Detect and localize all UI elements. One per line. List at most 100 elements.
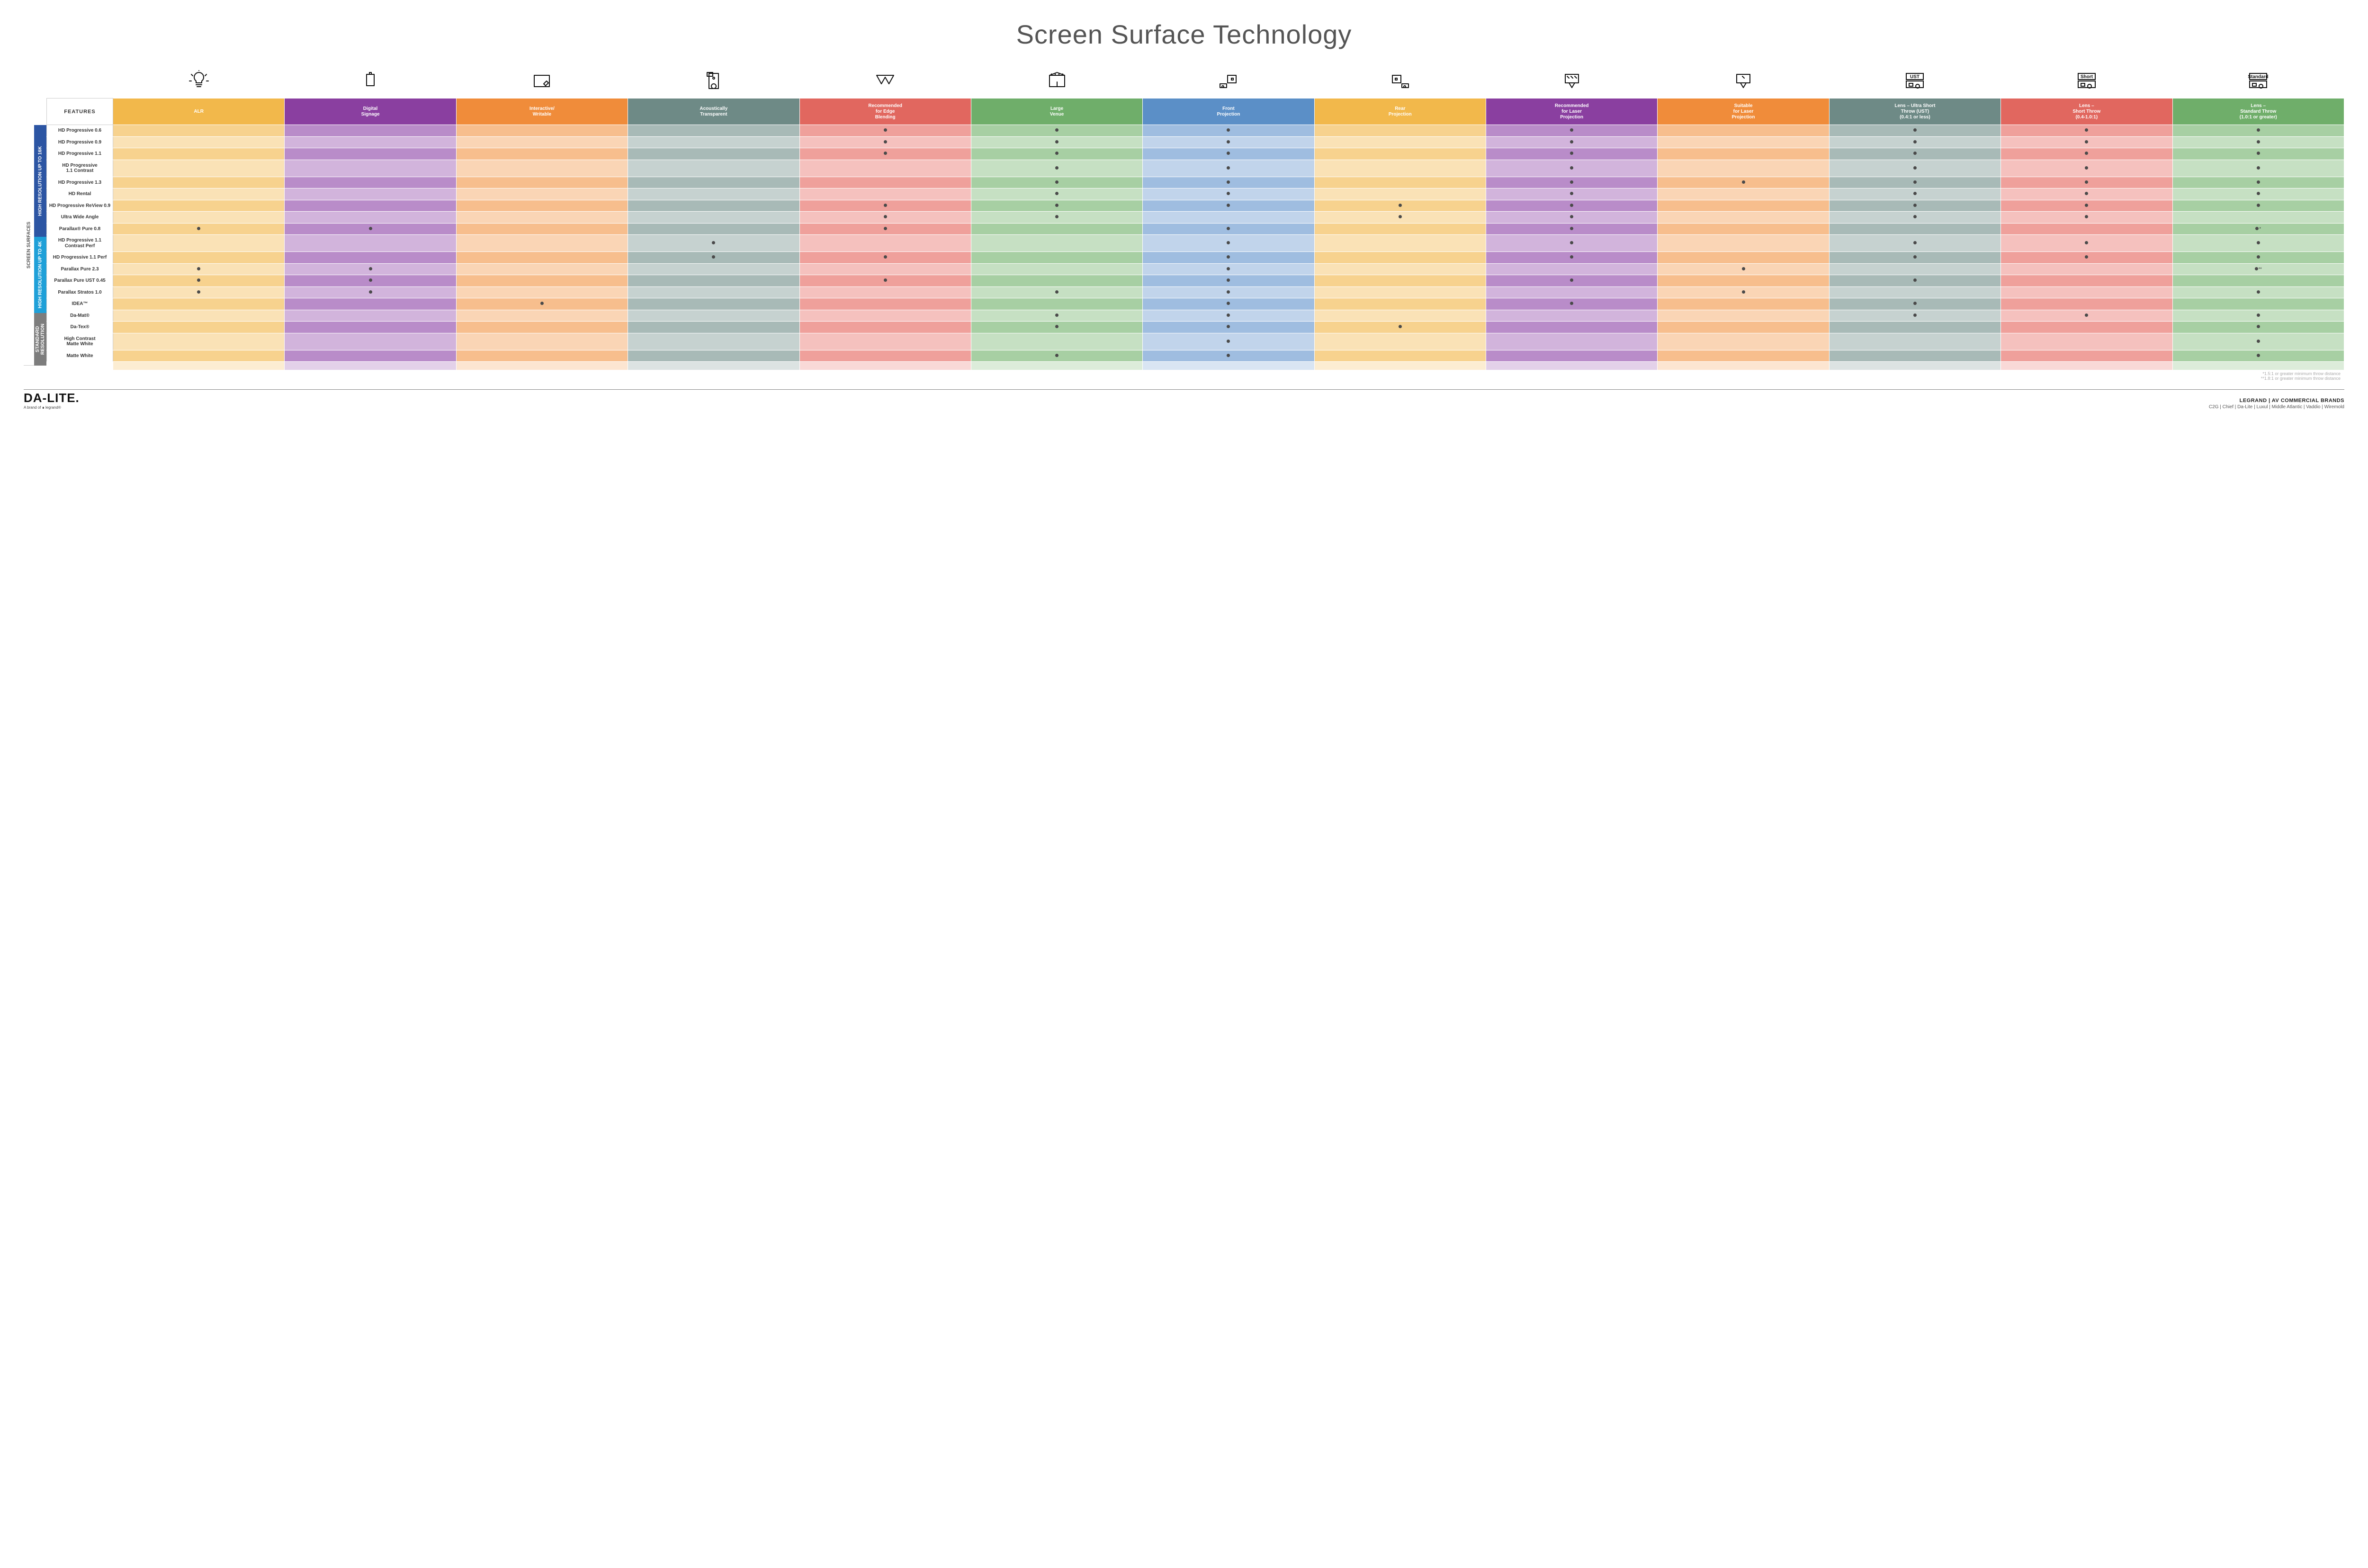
cell [1314, 252, 1486, 264]
cell [1658, 177, 1829, 188]
cell [1486, 235, 1658, 252]
cell [113, 298, 285, 310]
footnotes: *1.5:1 or greater minimum throw distance… [46, 371, 2344, 381]
cell [285, 275, 456, 287]
col-head-front: FrontProjection [1143, 99, 1314, 125]
cell [1486, 310, 1658, 322]
cell [1314, 160, 1486, 177]
cell [456, 188, 628, 200]
cell [1143, 350, 1314, 362]
cell [2001, 310, 2172, 322]
cell [1143, 223, 1314, 235]
category-segment: HIGH RESOLUTION UP TO 4K [34, 237, 46, 313]
cell [799, 160, 971, 177]
write-icon [456, 64, 628, 99]
cell [1829, 275, 2000, 287]
cell [971, 322, 1142, 333]
cell [1314, 350, 1486, 362]
col-head-alr: ALR [113, 99, 285, 125]
cell [2172, 177, 2344, 188]
category-bar: HIGH RESOLUTION UP TO 16KHIGH RESOLUTION… [34, 64, 46, 381]
venue-icon [971, 64, 1142, 99]
row-label: High ContrastMatte White [47, 333, 113, 350]
cell [2001, 200, 2172, 212]
cell [456, 223, 628, 235]
cell [1314, 148, 1486, 160]
cell [799, 136, 971, 148]
cell [1314, 125, 1486, 137]
row-label: Da-Tex® [47, 322, 113, 333]
cell [2172, 322, 2344, 333]
cell [2001, 298, 2172, 310]
bulb-icon [113, 64, 285, 99]
svg-text:UST: UST [1910, 74, 1920, 80]
cell [285, 125, 456, 137]
cell [1314, 188, 1486, 200]
cell [1829, 252, 2000, 264]
cell [799, 223, 971, 235]
row-label: HD Progressive ReView 0.9 [47, 200, 113, 212]
cell [113, 235, 285, 252]
cell [1314, 212, 1486, 224]
features-header: FEATURES [47, 99, 113, 125]
cell [1829, 188, 2000, 200]
cell [628, 148, 799, 160]
cell [285, 177, 456, 188]
cell [799, 148, 971, 160]
cell [799, 275, 971, 287]
cell [285, 350, 456, 362]
cell [1658, 275, 1829, 287]
cell [1486, 160, 1658, 177]
cell [113, 136, 285, 148]
row-label: Matte White [47, 350, 113, 362]
cell [1143, 310, 1314, 322]
cell [1314, 275, 1486, 287]
cell [285, 287, 456, 298]
cell [1314, 310, 1486, 322]
cell [1143, 188, 1314, 200]
cell [971, 310, 1142, 322]
cell [2001, 223, 2172, 235]
cell [971, 350, 1142, 362]
cell [1486, 275, 1658, 287]
cell [1314, 177, 1486, 188]
cell [113, 177, 285, 188]
cell [2172, 188, 2344, 200]
cell [285, 200, 456, 212]
cell [113, 263, 285, 275]
cell [971, 177, 1142, 188]
cell [113, 223, 285, 235]
cell [1658, 212, 1829, 224]
cell [2001, 252, 2172, 264]
brand-logo-sub: A brand of ∎ legrand® [24, 405, 80, 410]
col-head-write: Interactive/Writable [456, 99, 628, 125]
cell [1314, 322, 1486, 333]
cell [2001, 177, 2172, 188]
cell [1658, 252, 1829, 264]
cell [2172, 148, 2344, 160]
cell [628, 136, 799, 148]
chart: SCREEN SURFACES HIGH RESOLUTION UP TO 16… [24, 64, 2344, 381]
proj-short-icon: Short [2001, 64, 2172, 99]
cell [2001, 188, 2172, 200]
cell [1658, 333, 1829, 350]
feature-grid: USTShortStandardFEATURESALRDigitalSignag… [46, 64, 2344, 370]
cell [799, 252, 971, 264]
cell [2001, 160, 2172, 177]
cell [456, 310, 628, 322]
cell [285, 235, 456, 252]
cell [799, 125, 971, 137]
row-label: Parallax Pure 2.3 [47, 263, 113, 275]
cell [2172, 200, 2344, 212]
cell [1143, 298, 1314, 310]
rear-icon [1314, 64, 1486, 99]
cell [971, 188, 1142, 200]
cell [1658, 136, 1829, 148]
cell [2172, 235, 2344, 252]
cell [456, 252, 628, 264]
col-head-rear: RearProjection [1314, 99, 1486, 125]
logo-block: DA-LITE. A brand of ∎ legrand® [24, 391, 80, 410]
cell [799, 350, 971, 362]
col-head-ust: Lens – Ultra ShortThrow (UST)(0.4:1 or l… [1829, 99, 2000, 125]
page-title: Screen Surface Technology [24, 19, 2344, 50]
